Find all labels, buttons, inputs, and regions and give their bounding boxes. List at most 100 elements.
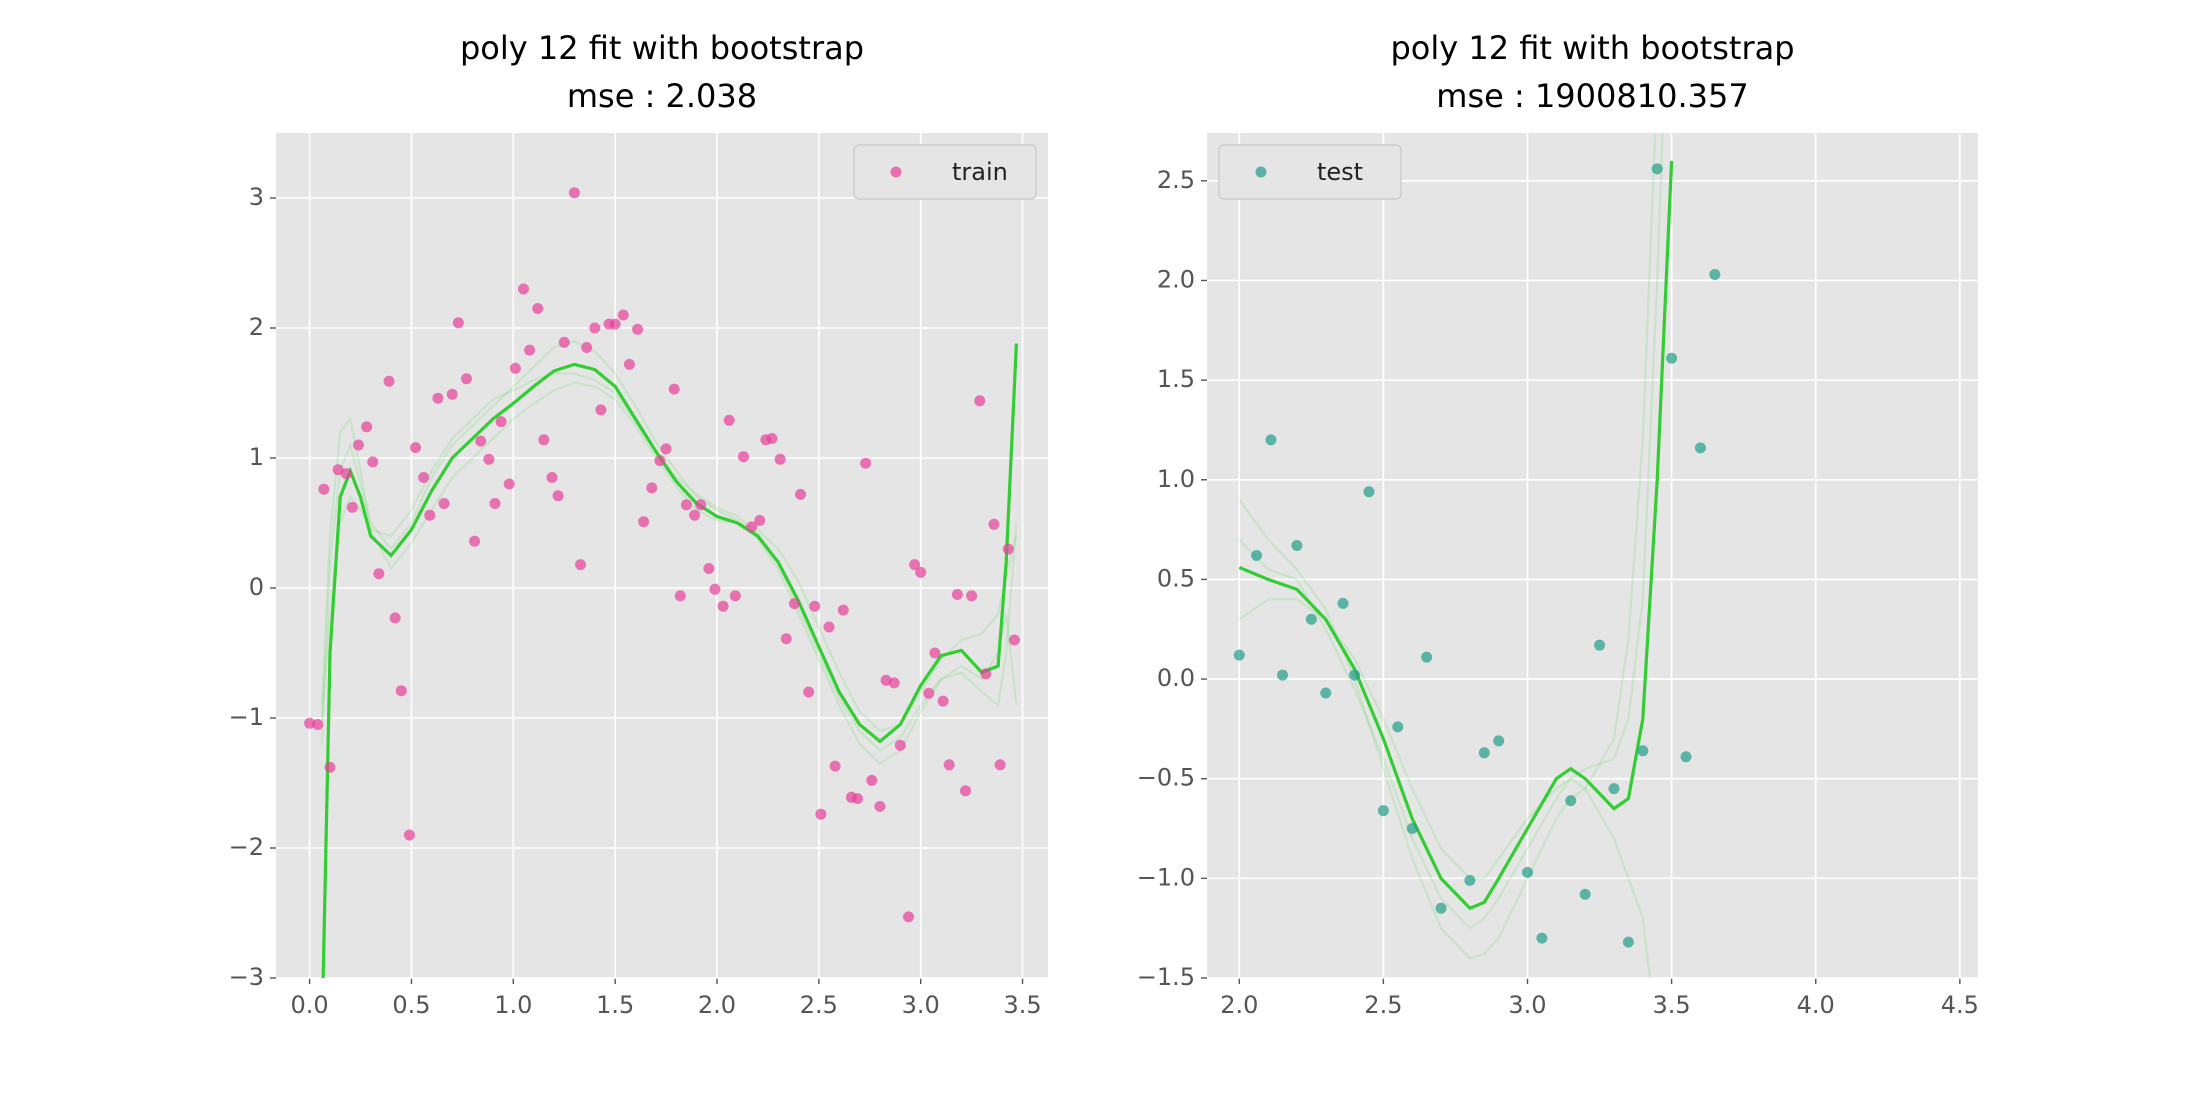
y-tick-label: 0 xyxy=(249,573,264,601)
data-point xyxy=(815,808,827,820)
data-point xyxy=(418,472,430,483)
y-tick-label: 0.0 xyxy=(1157,664,1195,692)
data-point xyxy=(552,490,564,502)
data-point xyxy=(389,612,401,624)
data-point xyxy=(923,687,935,699)
data-point xyxy=(632,323,644,335)
data-point xyxy=(937,695,949,707)
data-point xyxy=(475,435,487,447)
x-tick-label: 1.0 xyxy=(494,991,532,1019)
plot-content xyxy=(1233,133,1721,978)
data-point xyxy=(332,464,344,476)
data-point xyxy=(346,501,358,513)
legend-marker xyxy=(1255,166,1267,178)
data-point xyxy=(532,303,544,314)
chart-subtitle: mse : 1900810.357 xyxy=(1436,77,1748,115)
data-point xyxy=(1392,721,1404,733)
x-tick-label: 1.5 xyxy=(596,991,634,1019)
data-point xyxy=(361,421,373,433)
data-point xyxy=(1594,639,1606,651)
data-point xyxy=(766,433,778,444)
data-point xyxy=(581,342,593,353)
data-point xyxy=(823,621,835,633)
data-point xyxy=(546,472,558,483)
data-point xyxy=(951,589,963,600)
x-tick-label: 2.0 xyxy=(1220,991,1258,1019)
legend-label: train xyxy=(952,158,1008,186)
chart-title: poly 12 fit with bootstrap xyxy=(460,29,864,67)
data-point xyxy=(568,187,580,199)
data-point xyxy=(395,685,407,697)
data-point xyxy=(680,499,692,511)
y-tick-label: −3 xyxy=(229,963,264,991)
x-tick-label: 3.0 xyxy=(902,991,940,1019)
data-point xyxy=(1349,669,1361,681)
chart-title: poly 12 fit with bootstrap xyxy=(1390,29,1794,67)
x-tick-label: 0.0 xyxy=(291,991,329,1019)
data-point xyxy=(312,719,324,730)
data-point xyxy=(829,760,841,772)
data-point xyxy=(617,309,629,321)
data-point xyxy=(609,318,621,330)
data-point xyxy=(717,600,729,612)
x-tick-label: 3.5 xyxy=(1003,991,1041,1019)
data-point xyxy=(988,518,1000,530)
data-point xyxy=(1478,747,1490,759)
data-point xyxy=(902,911,914,923)
legend: test xyxy=(1218,144,1402,200)
data-point xyxy=(503,478,515,490)
data-point xyxy=(403,829,415,841)
y-tick-label: 2.5 xyxy=(1157,166,1195,194)
legend-label: test xyxy=(1317,158,1363,186)
data-point xyxy=(709,583,721,595)
data-point xyxy=(1464,874,1476,886)
data-point xyxy=(524,344,536,356)
data-point xyxy=(974,395,986,407)
y-tick-label: 1 xyxy=(249,443,264,471)
data-point xyxy=(852,793,864,805)
data-point xyxy=(737,451,749,463)
data-point xyxy=(1291,540,1303,552)
data-point xyxy=(1265,434,1277,446)
data-point xyxy=(866,774,878,786)
data-point xyxy=(304,717,316,729)
data-point xyxy=(689,509,701,521)
data-point xyxy=(432,392,444,404)
data-point xyxy=(1709,268,1721,280)
data-point xyxy=(446,388,458,400)
x-tick-label: 4.5 xyxy=(1941,991,1979,1019)
data-point xyxy=(1651,163,1663,175)
data-point xyxy=(1637,745,1649,757)
data-point xyxy=(1666,352,1678,364)
y-tick-label: 2 xyxy=(249,313,264,341)
data-point xyxy=(324,761,336,773)
data-point xyxy=(1680,751,1692,763)
data-point xyxy=(788,598,800,610)
bootstrap-line xyxy=(320,339,1018,765)
x-tick-label: 0.5 xyxy=(392,991,430,1019)
data-point xyxy=(438,498,450,509)
data-point xyxy=(460,373,472,385)
data-point xyxy=(589,322,601,334)
data-point xyxy=(754,514,766,526)
data-point xyxy=(1622,936,1634,948)
data-point xyxy=(638,516,650,528)
legend: train xyxy=(853,144,1037,200)
data-point xyxy=(966,590,978,602)
y-tick-label: 1.5 xyxy=(1157,365,1195,393)
data-point xyxy=(1363,486,1375,498)
data-point xyxy=(1421,651,1433,663)
y-tick-label: 2.0 xyxy=(1157,265,1195,293)
data-point xyxy=(746,521,758,533)
data-point xyxy=(860,457,872,469)
data-point xyxy=(729,590,741,602)
data-point xyxy=(874,800,886,812)
x-tick-label: 2.0 xyxy=(698,991,736,1019)
data-point xyxy=(668,383,680,395)
data-point xyxy=(909,559,921,571)
data-point xyxy=(994,759,1006,771)
data-point xyxy=(1522,866,1534,878)
data-point xyxy=(1277,669,1289,681)
data-point xyxy=(674,590,686,602)
